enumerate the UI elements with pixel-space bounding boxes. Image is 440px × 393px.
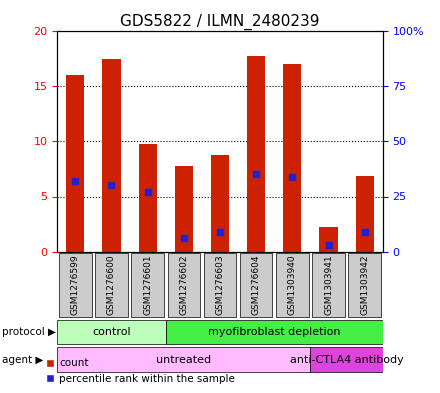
Text: GSM1303941: GSM1303941 (324, 255, 333, 315)
Bar (66, 75, 84, 252)
Text: control: control (92, 327, 131, 337)
Bar (132, 253, 164, 317)
Bar (356, 176, 374, 252)
Point (144, 189, 151, 195)
Bar (319, 227, 337, 252)
Point (361, 229, 368, 235)
Text: myofibroblast depletion: myofibroblast depletion (208, 327, 341, 337)
Text: agent ▶: agent ▶ (2, 354, 44, 365)
Point (72, 178, 79, 184)
Bar (95, 253, 128, 317)
Text: GSM1303942: GSM1303942 (360, 255, 369, 315)
Point (253, 171, 260, 178)
Text: GSM1276600: GSM1276600 (107, 255, 116, 315)
Bar (59, 253, 92, 317)
Bar (240, 253, 272, 317)
Legend: count, percentile rank within the sample: count, percentile rank within the sample (40, 354, 239, 388)
Text: GSM1303940: GSM1303940 (288, 255, 297, 315)
Text: GSM1276603: GSM1276603 (216, 255, 224, 315)
Text: protocol ▶: protocol ▶ (2, 327, 56, 337)
Bar (247, 56, 265, 252)
Point (180, 235, 187, 241)
Text: GSM1276604: GSM1276604 (252, 255, 260, 315)
Point (325, 242, 332, 248)
Bar (312, 253, 345, 317)
Text: GSM1276602: GSM1276602 (180, 255, 188, 315)
Title: GDS5822 / ILMN_2480239: GDS5822 / ILMN_2480239 (120, 14, 320, 30)
Bar (348, 253, 381, 317)
Text: GSM1276599: GSM1276599 (71, 255, 80, 315)
Text: untreated: untreated (156, 354, 211, 365)
Bar (276, 253, 308, 317)
Bar (311, 347, 383, 372)
Bar (57, 347, 311, 372)
Bar (103, 59, 121, 252)
Bar (166, 320, 383, 344)
Point (108, 182, 115, 189)
Point (289, 174, 296, 180)
Bar (204, 253, 236, 317)
Bar (139, 144, 157, 252)
Bar (211, 155, 229, 252)
Bar (283, 64, 301, 252)
Bar (175, 166, 193, 252)
Text: anti-CTLA4 antibody: anti-CTLA4 antibody (290, 354, 403, 365)
Bar (168, 253, 200, 317)
Bar (57, 320, 166, 344)
Text: GSM1276601: GSM1276601 (143, 255, 152, 315)
Point (216, 229, 224, 235)
